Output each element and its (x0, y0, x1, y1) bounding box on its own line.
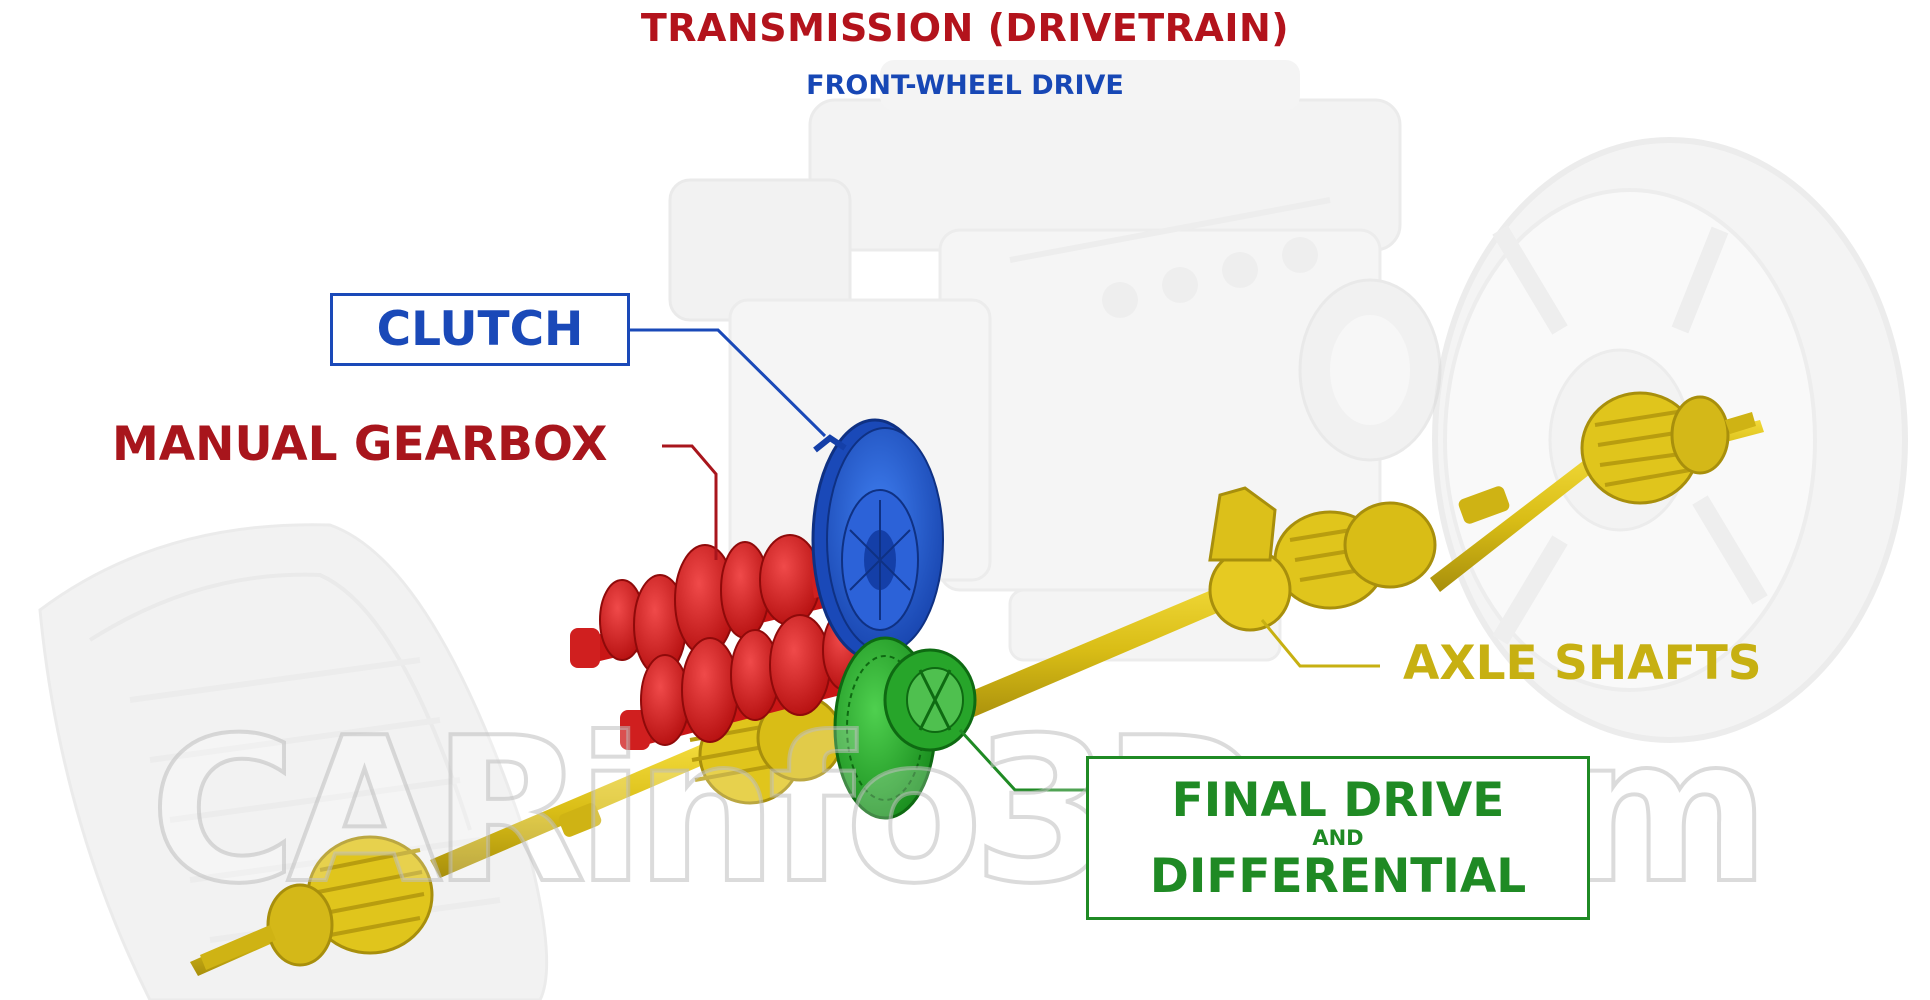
axle-leader-line (1260, 619, 1380, 668)
diff-leader-line (958, 728, 1086, 792)
diagram-title: TRANSMISSION (DRIVETRAIN) (640, 6, 1290, 50)
clutch-assembly (811, 418, 944, 662)
diagram-subtitle: FRONT-WHEEL DRIVE (806, 70, 1124, 101)
manual-gearbox (570, 534, 868, 750)
right-axle-shaft (950, 391, 1764, 722)
final-drive-differential-label: FINAL DRIVE AND DIFFERENTIAL (1086, 756, 1590, 920)
manual-gearbox-label: MANUAL GEARBOX (112, 417, 608, 472)
differential-text: DIFFERENTIAL (1149, 848, 1527, 904)
final-drive-differential (833, 636, 977, 820)
and-text: AND (1312, 825, 1364, 850)
gearbox-leader-line (662, 444, 718, 560)
clutch-leader-line (630, 328, 827, 438)
left-axle-shaft (190, 694, 844, 976)
clutch-label: CLUTCH (330, 293, 630, 366)
axle-shafts-label: AXLE SHAFTS (1403, 636, 1762, 691)
final-drive-text: FINAL DRIVE (1171, 772, 1505, 828)
